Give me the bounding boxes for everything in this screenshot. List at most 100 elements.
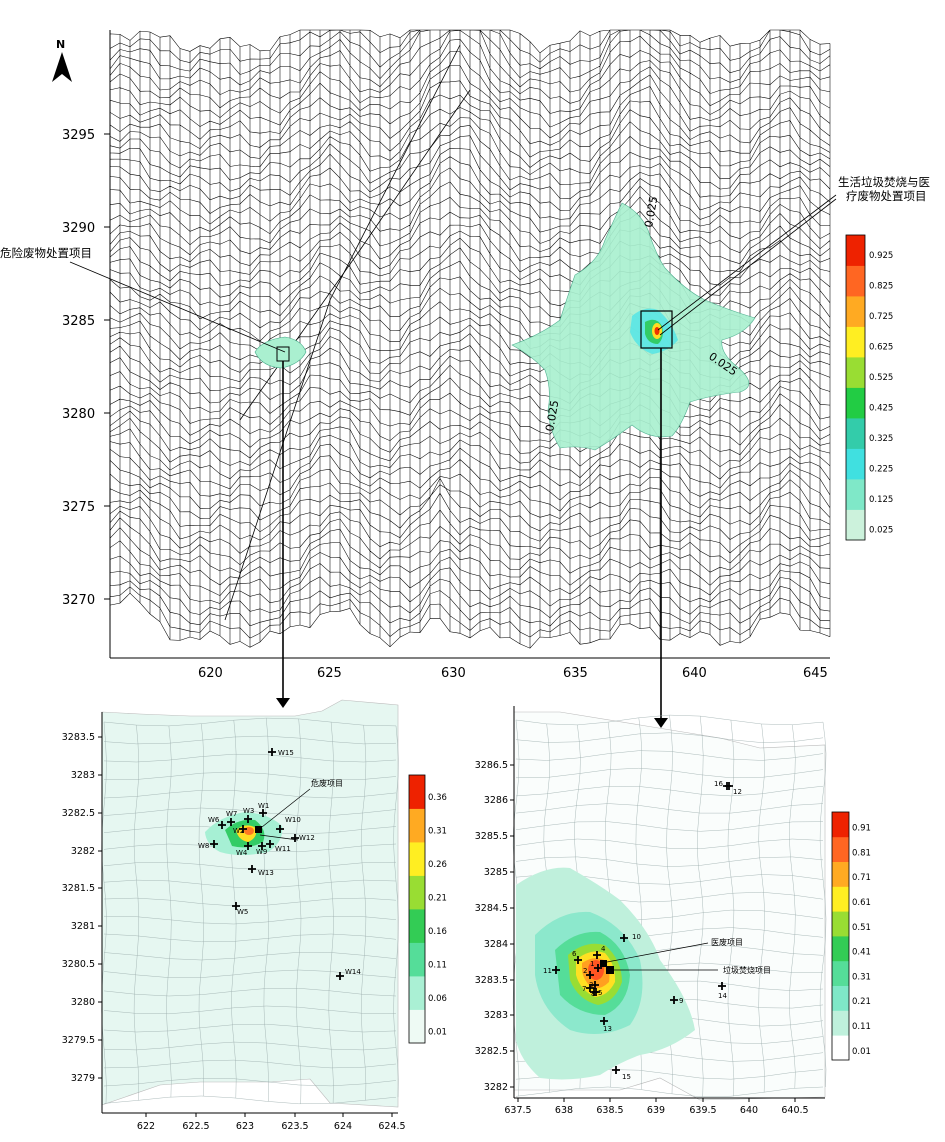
receptor-label: 11: [543, 967, 552, 975]
y-tick: 3280: [62, 407, 95, 422]
colorbar-label: 0.125: [869, 495, 893, 505]
colorbar-label: 0.11: [428, 961, 447, 971]
receptor-label: 7: [582, 985, 586, 993]
x-tick: 624: [334, 1121, 352, 1132]
receptor-label: 9: [679, 997, 683, 1005]
receptor-marker: W7: [226, 810, 237, 826]
inset-left: 危废项目 W1W2W3W4W5W6W7W8W9W10W11W12W13W14W1…: [62, 699, 447, 1132]
receptor-marker: 7: [582, 984, 594, 993]
colorbar-label: 0.91: [852, 824, 871, 834]
y-tick: 3282.5: [62, 808, 95, 819]
colorbar-swatch: [409, 842, 425, 876]
receptor-marker: W13: [248, 865, 274, 877]
receptor-marker: 11: [543, 966, 560, 975]
inset-right-ticks: 3286.532863285.532853284.532843283.53283…: [475, 760, 809, 1116]
main-y-ticks: 3295 3290 3285 3280 3275 3270: [62, 128, 110, 608]
incinerator-label-line1: 生活垃圾焚烧与医: [838, 175, 930, 189]
y-tick: 3275: [62, 500, 95, 515]
receptor-label: W3: [243, 807, 254, 815]
y-tick: 3286: [484, 795, 508, 806]
receptor-marker: W11: [266, 840, 291, 853]
receptor-marker: 10: [620, 933, 641, 942]
incinerator-label-line2: 疗废物处置项目: [846, 189, 927, 203]
colorbar-label: 0.01: [428, 1028, 447, 1038]
colorbar-label: 0.71: [852, 873, 871, 883]
receptor-marker: W9: [256, 842, 267, 856]
receptor-label: 10: [632, 933, 641, 941]
y-tick: 3295: [62, 128, 95, 143]
receptor-marker: 16: [714, 780, 731, 790]
colorbar-swatch: [846, 479, 865, 510]
colorbar-swatch: [846, 448, 865, 480]
colorbar-label: 0.625: [869, 342, 893, 352]
x-tick: 620: [198, 666, 223, 681]
receptor-label: W12: [299, 834, 315, 842]
colorbar-label: 0.21: [428, 894, 447, 904]
receptor-label: 16: [714, 780, 723, 788]
receptor-label: W1: [258, 802, 269, 810]
x-tick: 637.5: [504, 1105, 531, 1116]
colorbar-swatch: [846, 418, 865, 449]
receptor-label: 1: [590, 960, 594, 968]
contour-label: 0.025: [543, 399, 561, 432]
colorbar-swatch: [409, 942, 425, 977]
colorbar-swatch: [409, 808, 425, 843]
receptor-label: W6: [208, 816, 220, 824]
receptor-marker: W10: [276, 816, 301, 833]
receptor-label: W15: [278, 749, 294, 757]
x-tick: 639.5: [689, 1105, 716, 1116]
receptor-label: 8: [591, 990, 595, 998]
x-tick: 638: [555, 1105, 573, 1116]
colorbar-label: 0.16: [428, 927, 447, 937]
colorbar-swatch: [846, 357, 865, 388]
receptor-marker: W4: [236, 842, 252, 857]
receptor-marker: W3: [243, 807, 254, 823]
colorbar-label: 0.31: [428, 827, 447, 837]
north-arrow-icon: N: [52, 38, 72, 82]
y-tick: 3270: [62, 593, 95, 608]
receptor-marker: W2: [233, 825, 247, 835]
x-tick: 638.5: [596, 1105, 623, 1116]
hazard-source-label: 危废项目: [311, 778, 343, 788]
colorbar-swatch: [409, 909, 425, 943]
x-tick: 622.5: [182, 1121, 209, 1132]
colorbar-swatch: [832, 836, 849, 862]
colorbar-swatch: [846, 296, 865, 327]
y-tick: 3286.5: [475, 760, 508, 771]
receptor-marker: W14: [336, 968, 361, 980]
hazard-source-marker: [255, 826, 262, 833]
inset-left-colorbar: 0.36 0.31 0.26 0.21 0.16 0.11 0.06 0.01: [408, 774, 447, 1044]
receptor-label: 14: [718, 992, 727, 1000]
receptor-label: W9: [256, 848, 267, 856]
colorbar-swatch: [409, 875, 425, 910]
colorbar-swatch: [832, 812, 849, 838]
y-tick: 3285: [62, 314, 95, 329]
receptor-marker: 15: [612, 1066, 631, 1081]
y-tick: 3281: [71, 921, 95, 932]
colorbar-swatch: [832, 861, 849, 887]
medical-source-marker: [600, 960, 607, 967]
main-x-ticks: 620 625 630 635 640 645: [198, 666, 828, 681]
colorbar-swatch: [409, 775, 425, 809]
receptor-marker: 4: [593, 945, 606, 959]
receptor-label: W2: [233, 827, 244, 835]
x-tick: 623.5: [281, 1121, 308, 1132]
colorbar-swatch: [832, 1010, 849, 1036]
receptor-label: W11: [275, 845, 291, 853]
colorbar-swatch: [846, 387, 865, 419]
colorbar-label: 0.26: [428, 860, 447, 870]
y-tick: 3283.5: [62, 732, 95, 743]
y-tick: 3283.5: [475, 975, 508, 986]
colorbar-swatch: [846, 326, 865, 358]
receptor-marker: W15: [268, 748, 294, 757]
colorbar-label: 0.06: [428, 994, 447, 1004]
y-tick: 3284: [484, 939, 508, 950]
y-tick: 3283: [71, 770, 95, 781]
receptor-label: 4: [601, 945, 606, 953]
x-tick: 640: [740, 1105, 758, 1116]
receptor-marker: 14: [718, 982, 727, 1000]
receptor-label: W8: [198, 842, 209, 850]
